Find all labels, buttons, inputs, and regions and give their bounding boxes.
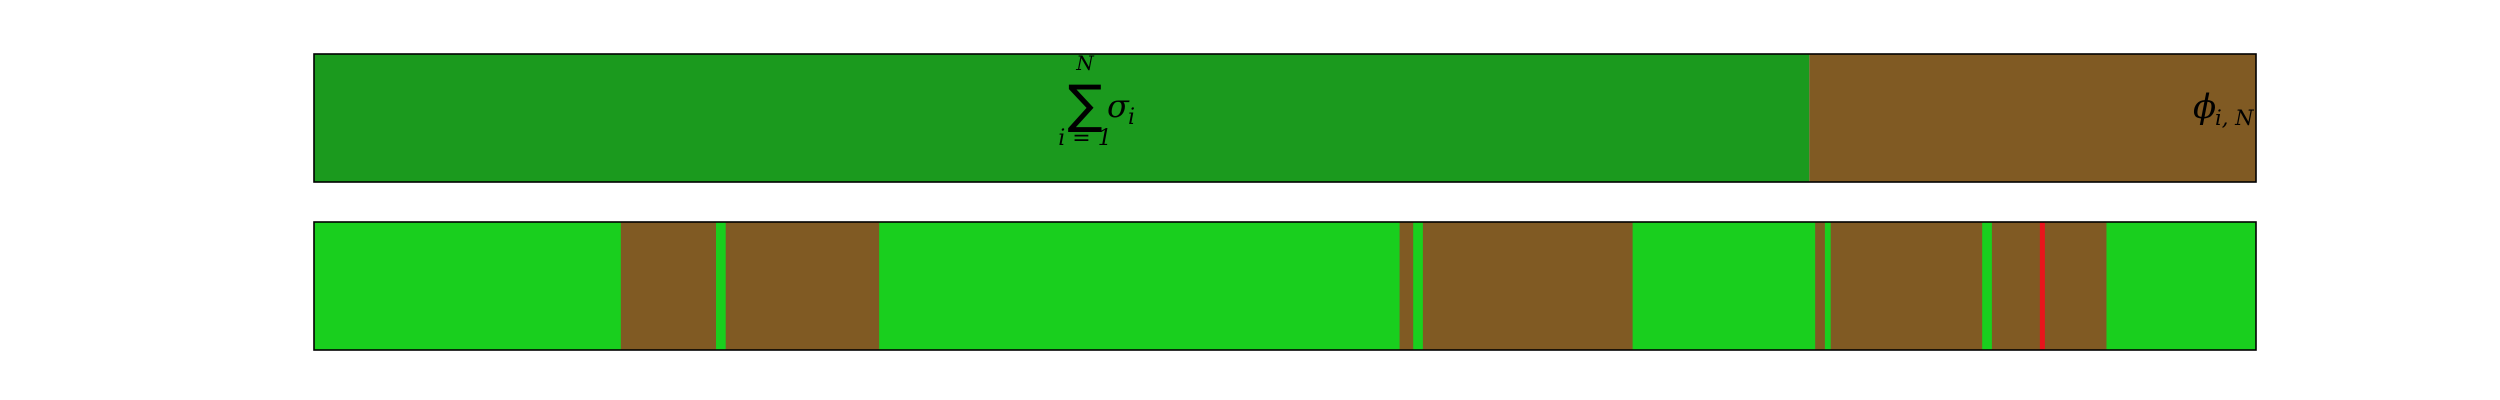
interval-2 <box>725 222 880 350</box>
interval-7 <box>1991 222 2107 350</box>
segment-phi <box>1809 54 2256 182</box>
interval-5 <box>1815 222 1825 350</box>
phi-subscript: i, N <box>2215 106 2254 130</box>
sum-symbol: ∑ <box>1067 75 1102 135</box>
sum-lower-label: i = 1 <box>1058 126 1111 151</box>
sum-term: σ <box>1107 87 1130 125</box>
bottom-panel <box>313 221 2257 351</box>
sum-upper-label: N <box>1075 51 1095 75</box>
sum-term-subscript: i <box>1128 105 1135 130</box>
top-panel: N∑i = 1σ i ϕi, N <box>313 51 2257 183</box>
segment-sum-sigma <box>314 54 1810 182</box>
interval-4 <box>1422 222 1633 350</box>
bottom-panel-frame <box>313 221 2257 351</box>
interval-3 <box>1399 222 1414 350</box>
interval-1 <box>620 222 716 350</box>
interval-6 <box>1830 222 1983 350</box>
phi-symbol: ϕ <box>2193 87 2216 127</box>
top-panel-frame <box>313 53 2257 183</box>
